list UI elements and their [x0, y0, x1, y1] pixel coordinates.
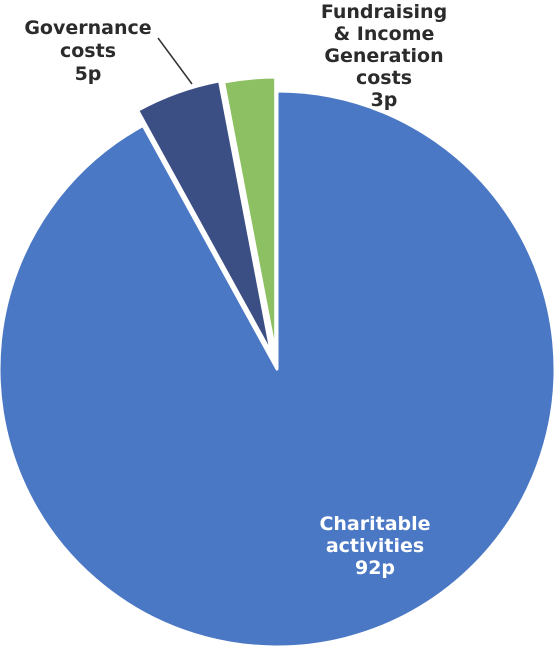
slice-label-line: 5p — [75, 63, 102, 85]
slice-label-fundraising-income-generation-costs: Fundraising & Income Generation costs 3p — [321, 1, 447, 111]
slice-label-line: activities — [326, 535, 424, 557]
slice-label-line: Fundraising — [321, 1, 447, 23]
pie-slice-governance-costs — [136, 79, 274, 356]
slice-label-line: 92p — [355, 557, 395, 579]
governance-leader-line — [157, 37, 193, 85]
slice-label-line: Charitable — [319, 513, 430, 535]
slice-label-line: costs — [60, 40, 116, 62]
slice-label-line: Generation — [324, 45, 443, 67]
slice-label-governance-costs: Governance costs 5p — [24, 17, 151, 85]
slice-label-line: & Income — [334, 23, 435, 45]
pie-slice-fundraising-income-generation-costs — [222, 75, 278, 357]
slice-label-line: Governance — [24, 17, 151, 39]
pie-slices — [0, 75, 555, 649]
slice-label-line: costs — [356, 67, 412, 89]
slice-label-line: 3p — [371, 89, 398, 111]
pie-slice-charitable-activities — [0, 89, 555, 649]
slice-label-charitable-activities: Charitable activities 92p — [319, 513, 430, 579]
